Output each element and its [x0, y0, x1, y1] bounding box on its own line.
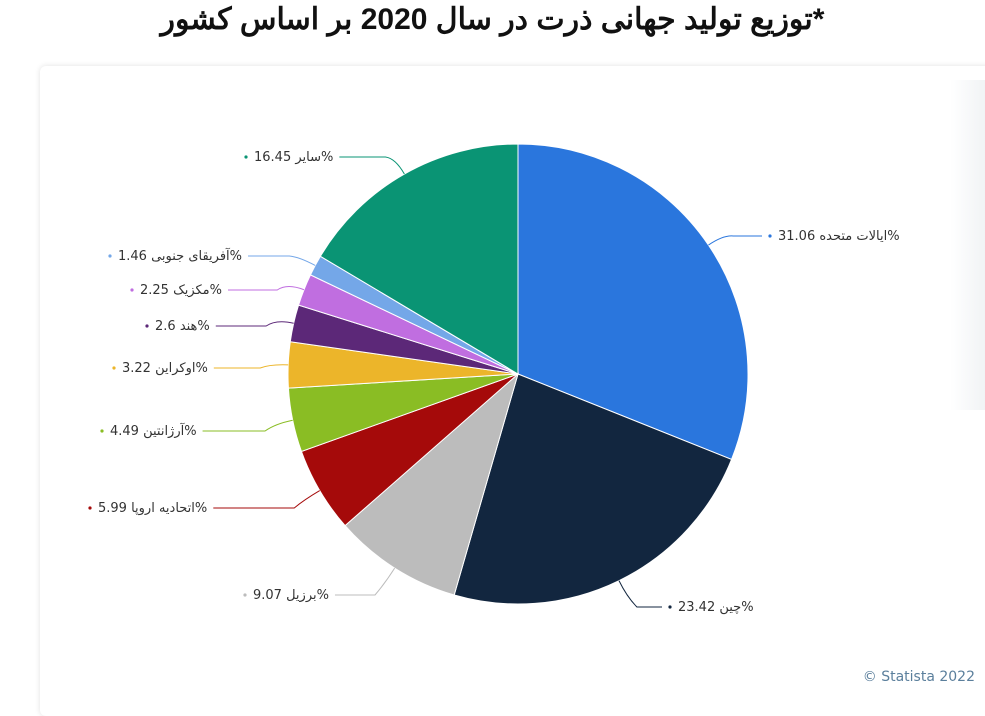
leader-line [618, 580, 662, 608]
slice-value: 9.07 [253, 588, 286, 603]
slice-label: 2.6 %هند [155, 319, 210, 334]
pie-slice[interactable] [453, 373, 733, 605]
label-dot [768, 234, 772, 238]
leader-line [215, 321, 294, 327]
slice-value: 5.99 [98, 501, 131, 516]
slice-value: 16.45 [254, 150, 295, 165]
slice-name: %مکزیک [173, 283, 222, 298]
slice-label: 3.22 %اوکراین [122, 361, 208, 376]
side-panel-shadow [950, 80, 985, 410]
leader-line [334, 567, 396, 596]
slice-name: %آفریقای جنوبی [151, 247, 242, 264]
statista-credit[interactable]: © Statista 2022 [862, 669, 975, 685]
slice-label: 16.45 %سایر [254, 150, 333, 165]
pie-slice[interactable] [344, 372, 519, 596]
slice-label: 5.99 %اتحادیه اروپا [98, 501, 207, 516]
leader-line [228, 286, 305, 291]
slice-name: %سایر [294, 150, 333, 165]
slice-label: 9.07 %برزیل [253, 588, 329, 603]
chart-title: *توزیع تولید جهانی ذرت در سال 2020 بر اس… [160, 3, 825, 36]
slice-label: 2.25 %مکزیک [140, 283, 222, 298]
slice-label: 31.06 %ایالات متحده [778, 229, 900, 244]
slice-name: %اوکراین [155, 361, 208, 376]
leader-line [708, 235, 762, 246]
label-dot [112, 366, 116, 370]
slice-value: 4.49 [110, 424, 143, 439]
slice-value: 2.25 [140, 283, 173, 298]
pie-slice[interactable] [319, 143, 519, 375]
slice-value: 31.06 [778, 229, 819, 244]
label-dot [243, 593, 247, 597]
label-dot [244, 155, 248, 159]
slice-name: %آرژانتین [143, 422, 197, 439]
slice-label: 23.42 %چین [678, 600, 754, 615]
slice-value: 1.46 [118, 249, 151, 264]
slice-label: 1.46 %آفریقای جنوبی [118, 247, 242, 264]
slice-label: 4.49 %آرژانتین [110, 422, 197, 439]
slice-name: %برزیل [286, 588, 329, 603]
label-dot [108, 254, 112, 258]
label-dot [145, 324, 149, 328]
label-dot [668, 605, 672, 609]
leader-line [339, 156, 405, 175]
slice-value: 3.22 [122, 361, 155, 376]
slice-value: 23.42 [678, 600, 719, 615]
label-dot [100, 429, 104, 433]
slice-name: %چین [719, 600, 753, 615]
leader-line [213, 490, 321, 509]
slice-name: %هند [180, 319, 210, 334]
leader-line [213, 364, 289, 369]
leader-line [248, 255, 316, 266]
label-dot [88, 506, 92, 510]
pie-chart: 31.06 %ایالات متحده 23.42 %چین 9.07 %برزیل… [88, 143, 900, 615]
slice-name: %اتحادیه اروپا [131, 501, 207, 516]
leader-line [202, 419, 293, 432]
slice-name: %ایالات متحده [819, 229, 899, 244]
label-dot [130, 288, 134, 292]
slice-value: 2.6 [155, 319, 180, 334]
